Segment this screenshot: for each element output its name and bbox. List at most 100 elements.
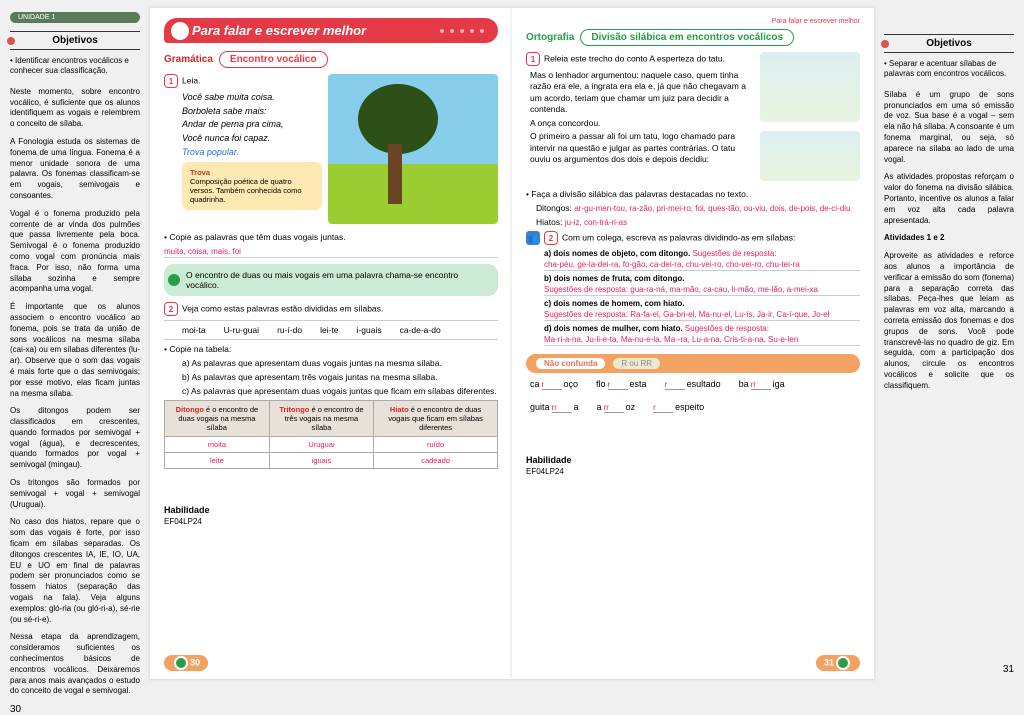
textbook-page-31: Para falar e escrever melhor Ortografia … — [512, 8, 874, 679]
side-para: Vogal é o fonema produzido pela corrente… — [10, 209, 140, 295]
rr-exercise-row: guitarra arroz respeito — [526, 396, 860, 419]
table-cell: moita — [165, 437, 270, 453]
list-item-b: b) dois nomes de fruta, com ditongo. — [544, 274, 860, 283]
step-label: Veja como estas palavras estão divididas… — [182, 304, 383, 314]
habilidade-code: EF04LP24 — [526, 467, 860, 476]
side-para: Aproveite as atividades e reforce aos al… — [884, 251, 1014, 391]
instruction: • Copie as palavras que têm duas vogais … — [164, 232, 498, 242]
exercise-2: 2 Veja como estas palavras estão dividida… — [164, 302, 498, 316]
nao-confunda-label: Não confunda — [536, 358, 605, 369]
sub-instruction: b) As palavras que apresentam três vogai… — [182, 372, 498, 382]
sub-instruction: a) As palavras que apresentam duas vogai… — [182, 358, 498, 368]
table-cell: iguais — [269, 453, 373, 469]
side-para: É importante que os alunos associem o en… — [10, 302, 140, 399]
sub-instruction: c) As palavras que apresentam duas vogai… — [182, 386, 498, 396]
side-heading: Atividades 1 e 2 — [884, 233, 1014, 244]
side-para: Os tritongos são formados por semivogal … — [10, 478, 140, 510]
nao-confunda-band: Não confunda R ou RR — [526, 354, 860, 373]
left-margin-column: UNIDADE 1 Objetivos • Identificar encont… — [0, 0, 150, 687]
section-lead: Ortografia — [526, 32, 574, 43]
rr-word: barriga — [739, 379, 785, 390]
badge-icon — [836, 656, 850, 670]
list-item-d: d) dois nomes de mulher, com hiato. Suge… — [544, 324, 860, 333]
rr-word: guitarra — [530, 402, 579, 413]
syllable-row: moi-ta U-ru-guai ru-í-do lei-te i-guais … — [164, 320, 498, 340]
woodcutter-illustration — [760, 52, 860, 122]
habilidade-label: Habilidade — [164, 505, 498, 515]
instruction: • Copie na tabela: — [164, 344, 498, 354]
pair-activity-icon: 👥 — [526, 231, 540, 245]
answer-text: Sugestões de resposta: Ra-fa-el, Ga-bri-… — [544, 309, 860, 321]
objectives-header-right: Objetivos — [884, 34, 1014, 53]
answer-text: Sugestões de resposta: gua-ra-ná, ma-mão… — [544, 284, 860, 296]
topic-pill: Encontro vocálico — [219, 51, 328, 68]
table-cell: ruído — [374, 437, 498, 453]
side-para: A Fonologia estuda os sistemas de fonema… — [10, 137, 140, 202]
side-para: Sílaba é um grupo de sons pronunciados e… — [884, 90, 1014, 166]
side-para: Neste momento, sobre encontro vocálico, … — [10, 87, 140, 130]
exercise-2: 👥 2 Com um colega, escreva as palavras div… — [526, 231, 860, 245]
outer-page-number-left: 30 — [10, 704, 140, 715]
badge-icon — [174, 656, 188, 670]
textbook-page-30: Para falar e escrever melhor Gramática E… — [150, 8, 512, 679]
section-lead: Gramática — [164, 54, 213, 65]
syllable-word: ca-de-a-do — [400, 325, 441, 335]
answer-text: cha-péu, ge-la-dei-ra, fo-gão, ca-dei-ra… — [544, 259, 860, 271]
rr-word: arroz — [597, 402, 636, 413]
trova-callout: Trova Composição poética de quatro verso… — [182, 162, 322, 210]
answer-text: muita, coisa, mais, foi — [164, 246, 498, 258]
answer-text: ar-gu-men-tou, ra-zão, pri-mei-ro, foi, … — [574, 204, 850, 213]
syllable-word: lei-te — [320, 325, 338, 335]
hiatos-row: Hiatos: ju-iz, con-trá-ri-as — [536, 217, 860, 227]
objective-bullet-right: • Separar e acentuar sílabas de palavras… — [884, 59, 1014, 80]
section-ortografia: Ortografia Divisão silábica em encontros… — [526, 29, 860, 46]
definition-callout: O encontro de duas ou mais vogais em uma… — [164, 264, 498, 296]
page-number-badge: 30 — [164, 655, 208, 671]
step-label: Releia este trecho do conto A esperteza … — [544, 54, 725, 64]
syllable-word: U-ru-guai — [224, 325, 259, 335]
syllable-word: i-guais — [357, 325, 382, 335]
boy-tree-illustration — [328, 74, 498, 224]
callout-body: Composição poética de quatro versos. Tam… — [190, 177, 302, 204]
th-hiato: Hiato é o encontro de duas vogais que fi… — [374, 401, 498, 437]
objective-bullet-left: • Identificar encontros vocálicos e conh… — [10, 56, 140, 77]
step-number-icon: 2 — [544, 231, 558, 245]
side-para: Os ditongos podem ser classificados em c… — [10, 406, 140, 471]
instruction: • Faça a divisão silábica das palavras d… — [526, 189, 860, 199]
step-label: Leia. — [182, 76, 200, 86]
topic-pill: Divisão silábica em encontros vocálicos — [580, 29, 794, 46]
list-item-a: a) dois nomes de objeto, com ditongo. Su… — [544, 249, 860, 258]
step-label: Com um colega, escreva as palavras divid… — [562, 233, 795, 243]
syllable-word: moi-ta — [182, 325, 206, 335]
armadillo-illustration — [760, 131, 860, 181]
syllable-word: ru-í-do — [277, 325, 302, 335]
table-cell: Uruguai — [269, 437, 373, 453]
list-item-c: c) dois nomes de homem, com hiato. — [544, 299, 860, 308]
r-ou-rr-label: R ou RR — [613, 358, 660, 369]
th-tritongo: Tritongo é o encontro de três vogais na … — [269, 401, 373, 437]
side-para: No caso dos hiatos, repare que o som das… — [10, 517, 140, 625]
ditongos-row: Ditongos: ar-gu-men-tou, ra-zão, pri-mei… — [536, 203, 860, 213]
side-para: Nessa etapa da aprendizagem, consideramo… — [10, 632, 140, 697]
rr-word: floresta — [596, 379, 647, 390]
page-number-badge: 31 — [816, 655, 860, 671]
step-number-icon: 2 — [164, 302, 178, 316]
definition-table: Ditongo é o encontro de duas vogais na m… — [164, 400, 498, 469]
side-para: As atividades propostas reforçam o valor… — [884, 172, 1014, 226]
habilidade-code: EF04LP24 — [164, 517, 498, 526]
step-number-icon: 1 — [526, 52, 540, 66]
right-margin-column: Objetivos • Separar e acentuar sílabas d… — [874, 0, 1024, 687]
objectives-header-left: Objetivos — [10, 31, 140, 50]
rr-word: resultado — [665, 379, 721, 390]
rr-exercise-row: caroço floresta resultado barriga — [526, 373, 860, 396]
answer-text: Ma-ri-a-na, Ju-li-e-ta, Ma-nu-e-la, Ma--… — [544, 334, 860, 346]
chapter-title: Para falar e escrever melhor — [192, 23, 366, 38]
th-ditongo: Ditongo é o encontro de duas vogais na m… — [165, 401, 270, 437]
habilidade-label: Habilidade — [526, 455, 860, 465]
step-number-icon: 1 — [164, 74, 178, 88]
chapter-header: Para falar e escrever melhor — [164, 18, 498, 43]
section-gramatica: Gramática Encontro vocálico — [164, 51, 498, 68]
callout-title: Trova — [190, 168, 210, 177]
rr-word: caroço — [530, 379, 578, 390]
outer-page-number-right: 31 — [884, 664, 1014, 675]
